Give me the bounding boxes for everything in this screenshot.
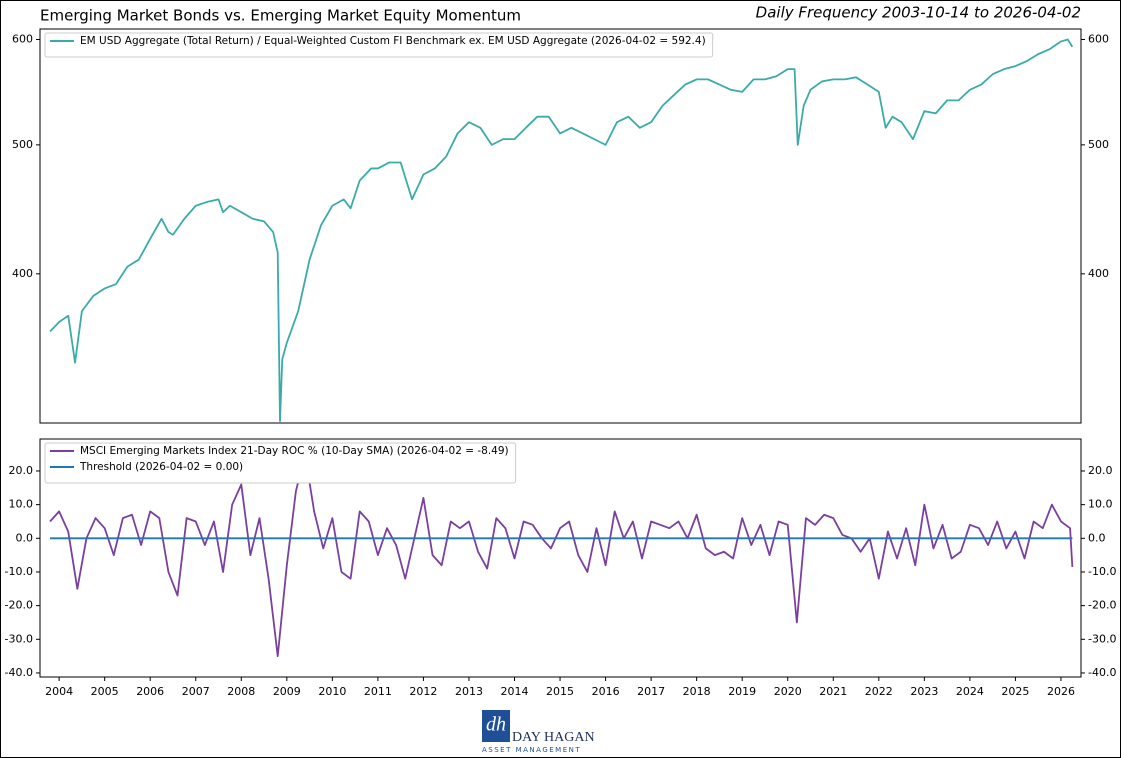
x-tick-label: 2004 bbox=[45, 685, 73, 698]
series-line bbox=[49, 38, 1074, 423]
logo-mark: dh bbox=[486, 714, 506, 736]
logo-box bbox=[482, 710, 510, 742]
logo-name: DAY HAGAN bbox=[512, 730, 595, 745]
x-tick-label: 2023 bbox=[910, 685, 938, 698]
y-tick-label: 0.0 bbox=[16, 531, 34, 544]
x-tick-label: 2015 bbox=[546, 685, 574, 698]
y2-tick-label: 500 bbox=[1088, 138, 1109, 151]
chart-subtitle: Daily Frequency 2003-10-14 to 2026-04-02 bbox=[756, 4, 1081, 22]
x-tick-label: 2011 bbox=[364, 685, 392, 698]
x-tick-label: 2010 bbox=[318, 685, 346, 698]
x-tick-label: 2019 bbox=[728, 685, 756, 698]
legend-label: MSCI Emerging Markets Index 21-Day ROC %… bbox=[80, 445, 509, 457]
y2-tick-label: 400 bbox=[1088, 267, 1109, 280]
y2-tick-label: -40.0 bbox=[1088, 666, 1116, 679]
logo-tagline: ASSET MANAGEMENT bbox=[482, 746, 581, 754]
x-tick-label: 2018 bbox=[683, 685, 711, 698]
x-tick-label: 2022 bbox=[865, 685, 893, 698]
y2-tick-label: 0.0 bbox=[1088, 531, 1106, 544]
x-tick-label: 2025 bbox=[1001, 685, 1029, 698]
x-tick-label: 2006 bbox=[136, 685, 164, 698]
y2-tick-label: -10.0 bbox=[1088, 565, 1116, 578]
x-tick-label: 2008 bbox=[227, 685, 255, 698]
y2-tick-label: 10.0 bbox=[1088, 498, 1113, 511]
x-tick-label: 2017 bbox=[637, 685, 665, 698]
y-tick-label: 400 bbox=[12, 267, 33, 280]
x-tick-label: 2013 bbox=[455, 685, 483, 698]
x-tick-label: 2024 bbox=[956, 685, 984, 698]
x-tick-label: 2020 bbox=[774, 685, 802, 698]
y-tick-label: 20.0 bbox=[9, 464, 34, 477]
x-tick-label: 2014 bbox=[501, 685, 529, 698]
legend-box bbox=[44, 32, 714, 58]
y2-tick-label: -20.0 bbox=[1088, 599, 1116, 612]
series-line bbox=[49, 453, 1074, 658]
x-tick-label: 2005 bbox=[91, 685, 119, 698]
y2-tick-label: 20.0 bbox=[1088, 464, 1113, 477]
x-tick-label: 2026 bbox=[1047, 685, 1075, 698]
y-tick-label: -40.0 bbox=[5, 666, 33, 679]
logo: dh DAY HAGAN ASSET MANAGEMENT bbox=[482, 710, 595, 754]
legend: EM USD Aggregate (Total Return) / Equal-… bbox=[44, 32, 714, 58]
plot-frame bbox=[39, 28, 1082, 424]
legend-box bbox=[44, 442, 517, 484]
y2-tick-label: 600 bbox=[1088, 32, 1109, 45]
x-tick-label: 2012 bbox=[409, 685, 437, 698]
chart-title: Emerging Market Bonds vs. Emerging Marke… bbox=[40, 7, 521, 25]
legend: MSCI Emerging Markets Index 21-Day ROC %… bbox=[44, 442, 517, 484]
y-tick-label: 600 bbox=[12, 32, 33, 45]
x-tick-label: 2016 bbox=[592, 685, 620, 698]
x-tick-label: 2021 bbox=[819, 685, 847, 698]
y2-tick-label: -30.0 bbox=[1088, 632, 1116, 645]
y-tick-label: 500 bbox=[12, 138, 33, 151]
legend-label: EM USD Aggregate (Total Return) / Equal-… bbox=[80, 35, 706, 47]
legend-label: Threshold (2026-04-02 = 0.00) bbox=[79, 461, 243, 473]
y-tick-label: -30.0 bbox=[5, 632, 33, 645]
y-tick-label: -10.0 bbox=[5, 565, 33, 578]
x-tick-label: 2007 bbox=[182, 685, 210, 698]
x-tick-label: 2009 bbox=[273, 685, 301, 698]
y-tick-label: -20.0 bbox=[5, 599, 33, 612]
y-tick-label: 10.0 bbox=[9, 498, 34, 511]
